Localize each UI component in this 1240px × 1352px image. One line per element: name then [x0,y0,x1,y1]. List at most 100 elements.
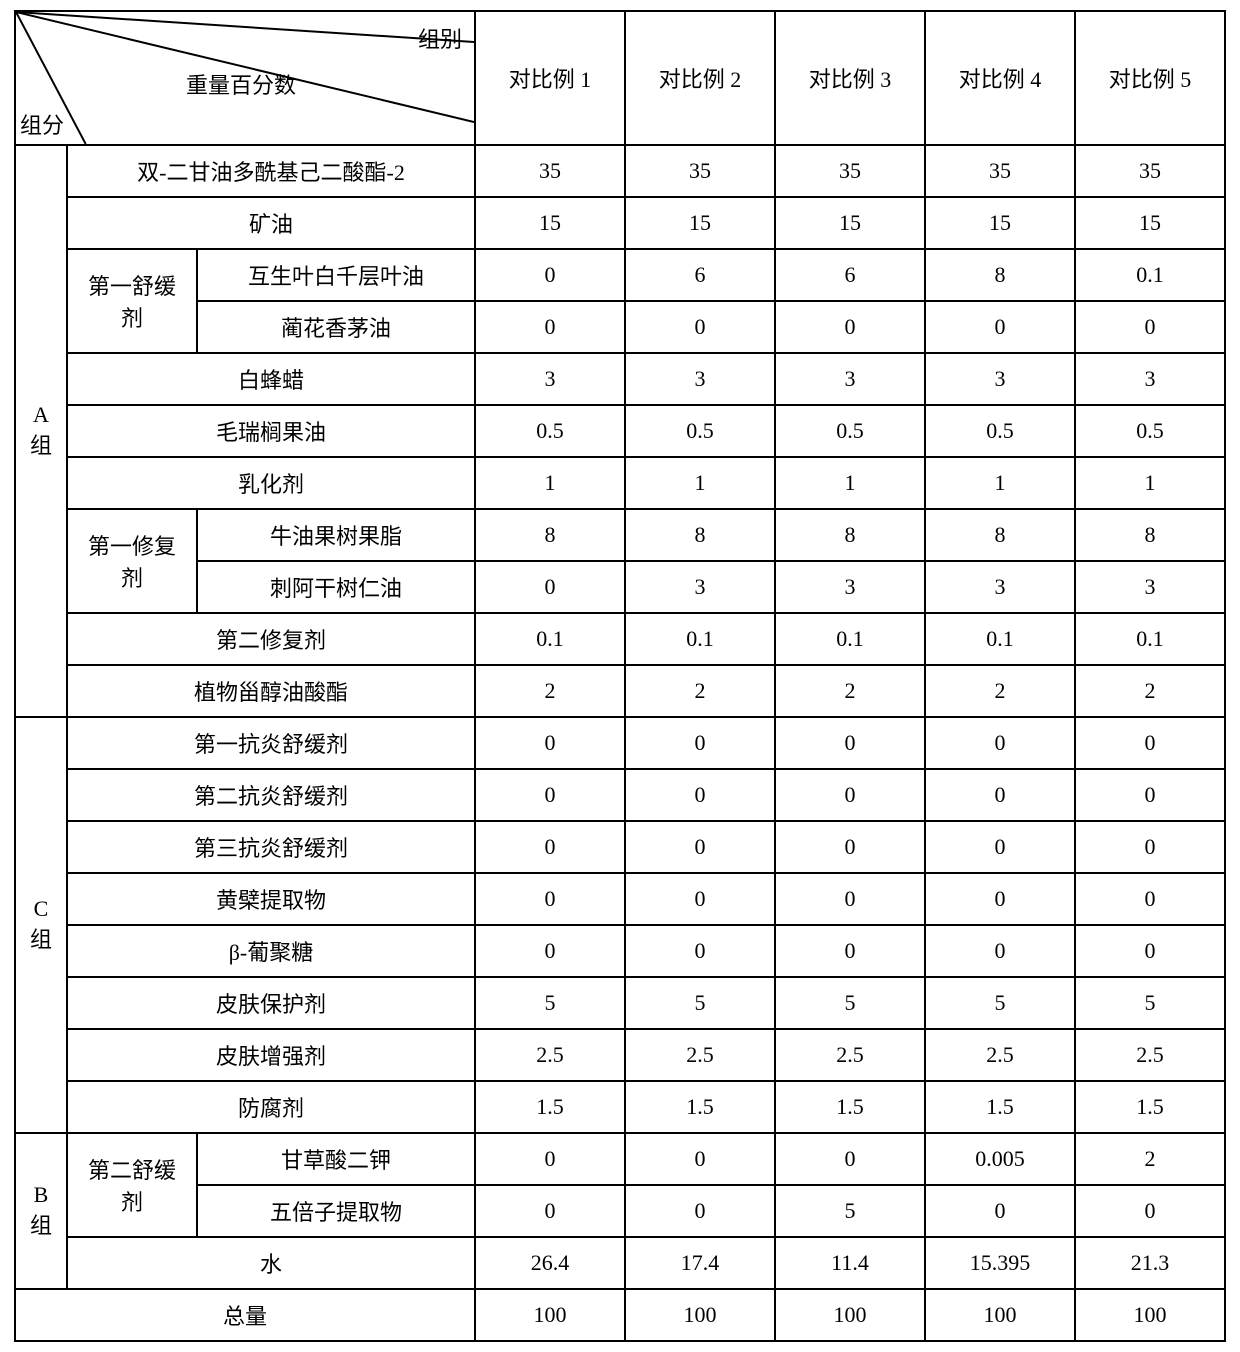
group-C-label: C 组 [15,717,67,1133]
value-cell: 0 [475,717,625,769]
value-cell: 1 [925,457,1075,509]
value-cell: 15 [925,197,1075,249]
table-row: 矿油 15 15 15 15 15 [15,197,1225,249]
value-cell: 0.1 [475,613,625,665]
value-cell: 0 [775,717,925,769]
value-cell: 100 [1075,1289,1225,1341]
value-cell: 0 [625,821,775,873]
value-cell: 0.1 [775,613,925,665]
value-cell: 35 [625,145,775,197]
value-cell: 100 [475,1289,625,1341]
ingredient-cell: 五倍子提取物 [197,1185,475,1237]
value-cell: 15 [475,197,625,249]
ingredient-cell: β-葡聚糖 [67,925,475,977]
header-bottom-label: 组分 [20,108,64,140]
table-row: 防腐剂 1.5 1.5 1.5 1.5 1.5 [15,1081,1225,1133]
value-cell: 0.1 [1075,249,1225,301]
table-row: 水 26.4 17.4 11.4 15.395 21.3 [15,1237,1225,1289]
group-B-label: B 组 [15,1133,67,1289]
table-row: 毛瑞榈果油 0.5 0.5 0.5 0.5 0.5 [15,405,1225,457]
value-cell: 0 [1075,925,1225,977]
value-cell: 3 [1075,353,1225,405]
value-cell: 0 [775,301,925,353]
value-cell: 0 [1075,1185,1225,1237]
value-cell: 6 [775,249,925,301]
value-cell: 3 [775,561,925,613]
value-cell: 8 [625,509,775,561]
value-cell: 5 [475,977,625,1029]
value-cell: 0 [475,873,625,925]
value-cell: 0 [775,873,925,925]
table-row: 第二抗炎舒缓剂 0 0 0 0 0 [15,769,1225,821]
ingredient-cell: 白蜂蜡 [67,353,475,405]
col-header: 对比例 2 [625,11,775,145]
col-header: 对比例 4 [925,11,1075,145]
value-cell: 15 [625,197,775,249]
header-mid-label: 重量百分数 [186,68,296,100]
table-row: 白蜂蜡 3 3 3 3 3 [15,353,1225,405]
value-cell: 0 [1075,717,1225,769]
value-cell: 1 [475,457,625,509]
value-cell: 2 [1075,1133,1225,1185]
ingredient-cell: 第一抗炎舒缓剂 [67,717,475,769]
value-cell: 1.5 [775,1081,925,1133]
value-cell: 35 [475,145,625,197]
value-cell: 1.5 [625,1081,775,1133]
col-header: 对比例 5 [1075,11,1225,145]
ingredient-cell: 矿油 [67,197,475,249]
value-cell: 0 [625,925,775,977]
value-cell: 3 [925,561,1075,613]
ingredient-cell: 毛瑞榈果油 [67,405,475,457]
value-cell: 0 [925,873,1075,925]
value-cell: 0 [925,925,1075,977]
value-cell: 1.5 [475,1081,625,1133]
ingredient-cell: 皮肤保护剂 [67,977,475,1029]
value-cell: 2.5 [775,1029,925,1081]
ingredient-cell: 植物甾醇油酸酯 [67,665,475,717]
value-cell: 1 [625,457,775,509]
value-cell: 35 [925,145,1075,197]
table-row: 蔺花香茅油 0 0 0 0 0 [15,301,1225,353]
value-cell: 3 [625,353,775,405]
table-row: 乳化剂 1 1 1 1 1 [15,457,1225,509]
value-cell: 0 [625,717,775,769]
value-cell: 15.395 [925,1237,1075,1289]
value-cell: 2.5 [925,1029,1075,1081]
ingredient-cell: 牛油果树果脂 [197,509,475,561]
value-cell: 0 [1075,301,1225,353]
ingredient-cell: 刺阿干树仁油 [197,561,475,613]
value-cell: 0 [625,1133,775,1185]
value-cell: 0 [475,1185,625,1237]
value-cell: 3 [475,353,625,405]
table-row: 第一舒缓 剂 互生叶白千层叶油 0 6 6 8 0.1 [15,249,1225,301]
value-cell: 15 [1075,197,1225,249]
value-cell: 0 [625,873,775,925]
value-cell: 2 [1075,665,1225,717]
value-cell: 0 [925,301,1075,353]
table-row: 植物甾醇油酸酯 2 2 2 2 2 [15,665,1225,717]
ingredient-cell: 双-二甘油多酰基己二酸酯-2 [67,145,475,197]
value-cell: 6 [625,249,775,301]
value-cell: 26.4 [475,1237,625,1289]
col-header: 对比例 3 [775,11,925,145]
value-cell: 3 [775,353,925,405]
table-row: 五倍子提取物 0 0 5 0 0 [15,1185,1225,1237]
value-cell: 0 [625,1185,775,1237]
value-cell: 0 [925,1185,1075,1237]
value-cell: 8 [1075,509,1225,561]
value-cell: 0 [1075,769,1225,821]
value-cell: 2 [625,665,775,717]
table-row: 第二修复剂 0.1 0.1 0.1 0.1 0.1 [15,613,1225,665]
value-cell: 0.1 [1075,613,1225,665]
value-cell: 0 [1075,821,1225,873]
composition-table: 组别 重量百分数 组分 对比例 1 对比例 2 对比例 3 对比例 4 对比例 … [14,10,1226,1342]
table-row: β-葡聚糖 0 0 0 0 0 [15,925,1225,977]
value-cell: 2.5 [475,1029,625,1081]
ingredient-cell: 互生叶白千层叶油 [197,249,475,301]
sub-second-sooth: 第二舒缓 剂 [67,1133,197,1237]
value-cell: 0 [775,769,925,821]
value-cell: 0.005 [925,1133,1075,1185]
ingredient-cell: 第二抗炎舒缓剂 [67,769,475,821]
value-cell: 3 [625,561,775,613]
value-cell: 0 [775,1133,925,1185]
